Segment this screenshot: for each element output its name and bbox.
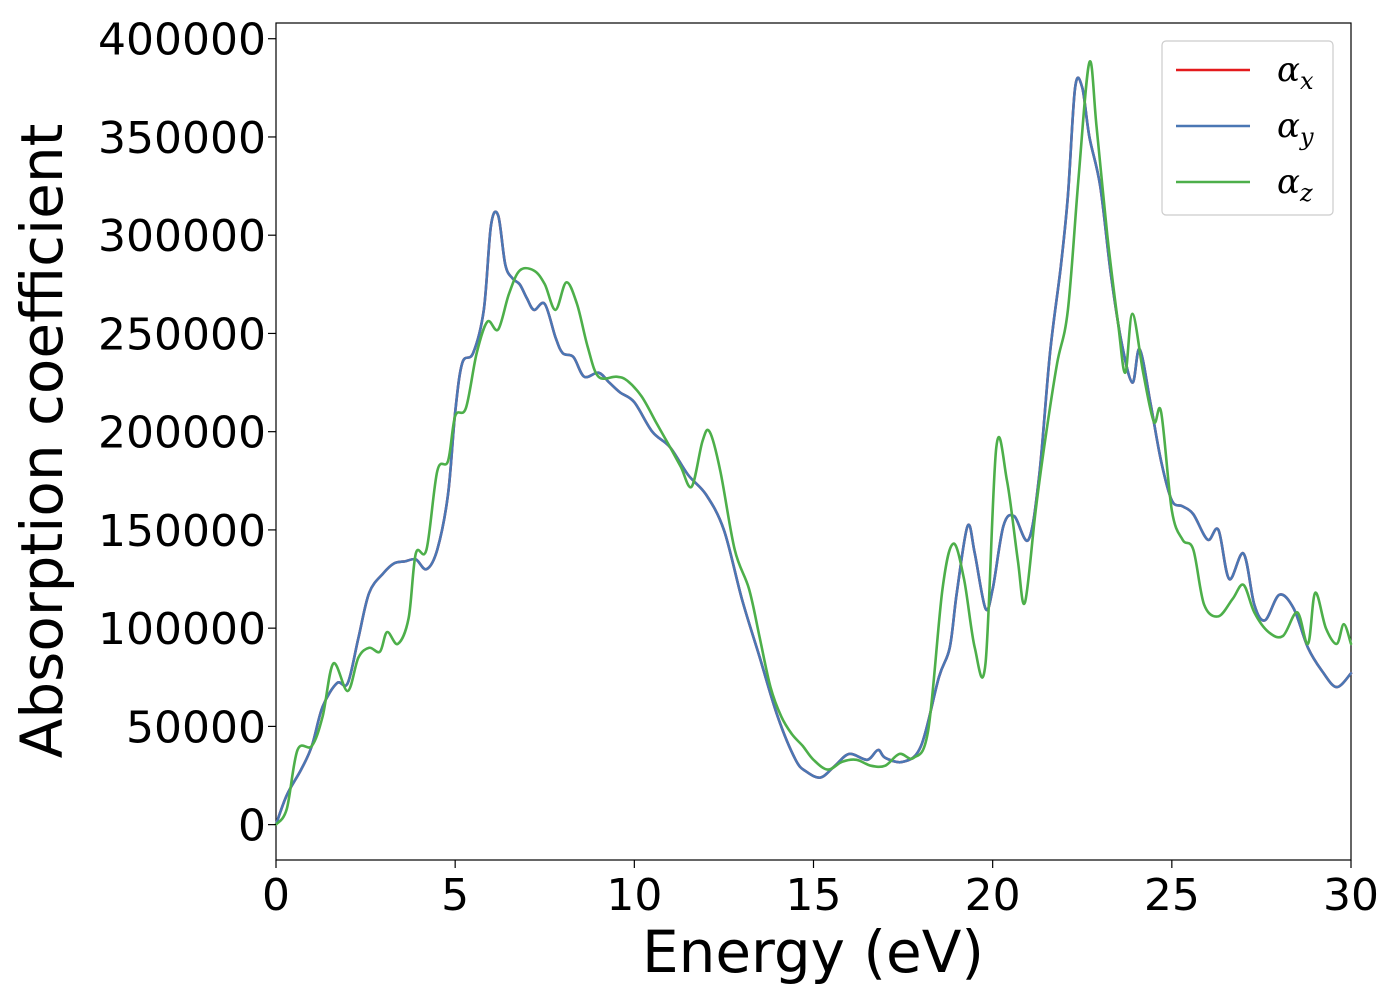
series-line-z — [274, 60, 1353, 826]
y-axis: 0 50000 100000 150000 200000 250000 300000 3500… — [98, 15, 276, 852]
x-tick-label: 15 — [786, 870, 842, 921]
x-axis-label: Energy (eV) — [642, 918, 984, 986]
x-tick-label: 0 — [262, 870, 290, 921]
y-tick-label: 150000 — [98, 506, 266, 557]
series-layer — [274, 60, 1353, 826]
y-tick-label: 50000 — [126, 702, 266, 753]
legend-box — [1161, 40, 1334, 216]
y-tick-label: 250000 — [98, 309, 266, 360]
y-tick-label: 300000 — [98, 211, 266, 262]
y-tick-label: 100000 — [98, 604, 266, 655]
y-tick-label: 0 — [238, 801, 266, 852]
x-tick-label: 10 — [606, 870, 662, 921]
x-tick-label: 20 — [965, 870, 1021, 921]
y-tick-label: 350000 — [98, 113, 266, 164]
y-axis-label: Absorption coefficient — [8, 124, 76, 759]
x-tick-label: 5 — [441, 870, 469, 921]
x-tick-label: 30 — [1323, 870, 1379, 921]
x-tick-label: 25 — [1144, 870, 1200, 921]
y-tick-label: 200000 — [98, 408, 266, 459]
y-tick-label: 400000 — [98, 15, 266, 66]
x-axis: 0 5 10 15 20 25 30 — [262, 860, 1379, 921]
